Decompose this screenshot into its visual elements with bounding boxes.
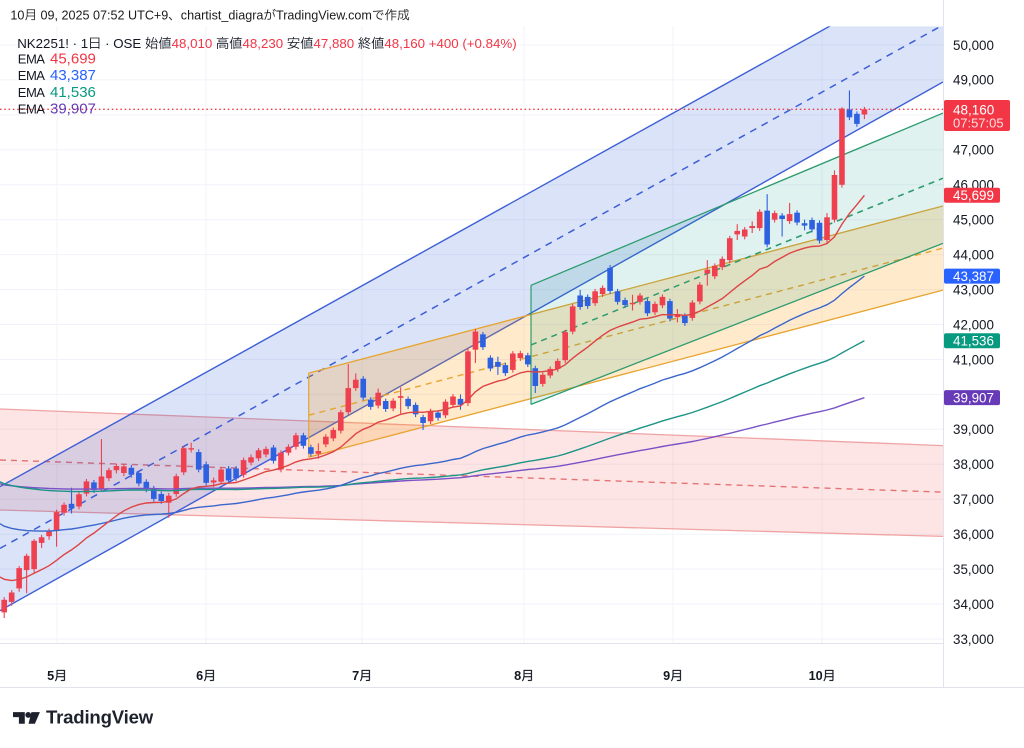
svg-text:45,000: 45,000: [953, 213, 994, 228]
svg-text:EMA: EMA: [18, 52, 46, 67]
svg-text:EMA: EMA: [18, 68, 46, 83]
svg-text:44,000: 44,000: [953, 247, 994, 262]
svg-text:39,000: 39,000: [953, 422, 994, 437]
svg-text:48,160: 48,160: [384, 36, 425, 51]
svg-text:TradingView.com: TradingView.com: [276, 9, 372, 23]
svg-text:10: 10: [809, 669, 823, 683]
svg-text:9: 9: [663, 669, 670, 683]
svg-text:41,000: 41,000: [953, 352, 994, 367]
svg-text:48,230: 48,230: [243, 36, 284, 51]
svg-text:43,387: 43,387: [50, 67, 96, 84]
svg-text:10: 10: [10, 9, 24, 23]
svg-text:39,907: 39,907: [953, 390, 994, 405]
svg-text:NK2251!: NK2251!: [17, 36, 69, 51]
svg-text:49,000: 49,000: [953, 73, 994, 88]
svg-text:43,000: 43,000: [953, 282, 994, 297]
svg-text:38,000: 38,000: [953, 457, 994, 472]
svg-text:· OSE: · OSE: [105, 36, 141, 51]
svg-text:EMA: EMA: [18, 101, 46, 116]
svg-text:EMA: EMA: [18, 85, 46, 100]
svg-text:47,000: 47,000: [953, 143, 994, 158]
svg-text:07:57:05: 07:57:05: [953, 115, 1004, 130]
svg-text:+400 (+0.84%): +400 (+0.84%): [429, 36, 517, 51]
svg-text:· 1: · 1: [73, 36, 89, 51]
svg-text:43,387: 43,387: [953, 269, 994, 284]
svg-text:47,880: 47,880: [314, 36, 355, 51]
svg-text:5: 5: [47, 669, 54, 683]
svg-text:8: 8: [514, 669, 521, 683]
svg-text:45,699: 45,699: [953, 188, 994, 203]
svg-text:TradingView: TradingView: [46, 707, 154, 728]
svg-text:48,160: 48,160: [953, 103, 994, 118]
svg-text:34,000: 34,000: [953, 597, 994, 612]
svg-text:45,699: 45,699: [50, 51, 96, 68]
svg-text:7: 7: [352, 669, 359, 683]
svg-text:48,010: 48,010: [172, 36, 213, 51]
svg-text:39,907: 39,907: [50, 100, 96, 117]
svg-text:41,536: 41,536: [953, 334, 994, 349]
svg-text:chartist_diagra: chartist_diagra: [181, 9, 264, 23]
svg-text:33,000: 33,000: [953, 632, 994, 647]
svg-text:41,536: 41,536: [50, 84, 96, 101]
svg-text:37,000: 37,000: [953, 492, 994, 507]
svg-text:09, 2025 07:52 UTC+9: 09, 2025 07:52 UTC+9: [41, 9, 169, 23]
svg-text:36,000: 36,000: [953, 527, 994, 542]
svg-text:6: 6: [196, 669, 203, 683]
svg-text:35,000: 35,000: [953, 562, 994, 577]
svg-text:42,000: 42,000: [953, 317, 994, 332]
svg-text:50,000: 50,000: [953, 38, 994, 53]
